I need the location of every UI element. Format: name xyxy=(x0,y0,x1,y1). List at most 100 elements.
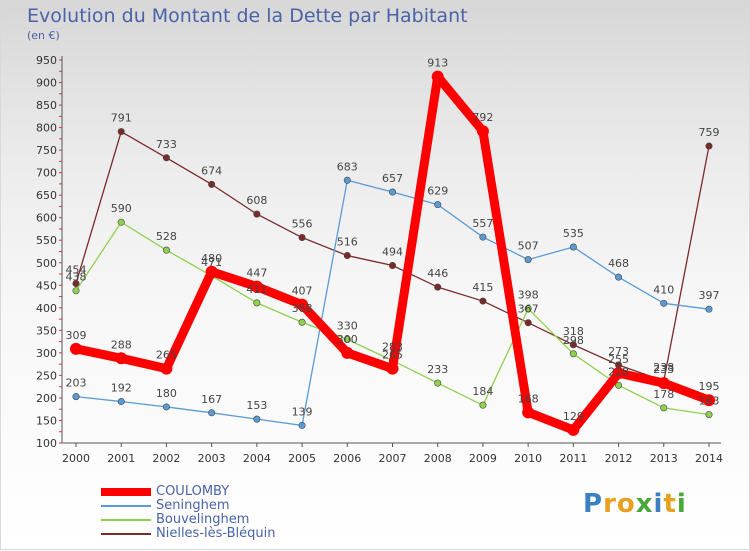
data-label: 447 xyxy=(246,267,267,280)
data-label: 203 xyxy=(66,377,87,390)
data-label: 153 xyxy=(246,399,267,412)
y-tick-label: 600 xyxy=(36,212,57,225)
data-point xyxy=(341,346,354,359)
y-tick-label: 400 xyxy=(36,302,57,315)
y-tick-label: 700 xyxy=(36,167,57,180)
legend-label: Seninghem xyxy=(156,498,230,513)
data-label: 454 xyxy=(66,263,87,276)
data-point xyxy=(476,125,489,138)
data-point xyxy=(298,318,306,326)
x-tick-label: 2000 xyxy=(62,452,90,465)
data-point xyxy=(479,401,487,409)
data-label: 913 xyxy=(427,57,448,70)
x-tick-label: 2007 xyxy=(379,452,407,465)
chart-title: Evolution du Montant de la Dette par Hab… xyxy=(27,5,468,27)
data-point xyxy=(615,273,623,281)
data-point xyxy=(524,319,532,327)
legend-label: COULOMBY xyxy=(156,484,230,499)
x-tick-label: 2001 xyxy=(107,452,135,465)
data-point xyxy=(117,218,125,226)
x-tick-label: 2012 xyxy=(605,452,633,465)
data-label: 167 xyxy=(201,393,222,406)
data-point xyxy=(431,70,444,83)
data-point xyxy=(162,403,170,411)
data-label: 535 xyxy=(563,227,584,240)
data-point xyxy=(250,280,263,293)
data-label: 168 xyxy=(518,392,539,405)
data-point xyxy=(705,142,713,150)
data-point xyxy=(569,243,577,251)
data-point xyxy=(208,180,216,188)
y-tick-label: 200 xyxy=(36,392,57,405)
logo-letter: o xyxy=(616,489,636,519)
data-point xyxy=(296,298,309,311)
data-label: 446 xyxy=(427,267,448,280)
data-point xyxy=(705,411,713,419)
y-tick-label: 650 xyxy=(36,189,57,202)
data-label: 368 xyxy=(292,302,313,315)
data-label: 608 xyxy=(246,194,267,207)
data-point xyxy=(253,415,261,423)
x-tick-label: 2006 xyxy=(333,452,361,465)
data-point xyxy=(522,406,535,419)
data-label: 674 xyxy=(201,164,222,177)
data-point xyxy=(569,350,577,358)
data-point xyxy=(72,287,80,295)
data-label: 507 xyxy=(518,240,539,253)
x-tick-label: 2013 xyxy=(650,452,678,465)
data-point xyxy=(70,342,82,355)
x-tick-label: 2003 xyxy=(198,452,226,465)
data-label: 163 xyxy=(699,395,720,408)
x-tick-label: 2009 xyxy=(469,452,497,465)
logo-letter: r xyxy=(603,489,617,519)
data-label: 255 xyxy=(608,353,629,366)
logo-letter: t xyxy=(663,489,677,519)
data-point xyxy=(160,362,173,375)
data-label: 318 xyxy=(563,325,584,338)
data-label: 265 xyxy=(156,349,177,362)
data-label: 480 xyxy=(201,252,222,265)
data-label: 791 xyxy=(111,112,132,125)
x-tick-label: 2005 xyxy=(288,452,316,465)
data-point xyxy=(567,423,580,436)
data-label: 330 xyxy=(337,319,358,332)
y-tick-label: 500 xyxy=(36,257,57,270)
data-point xyxy=(386,362,399,375)
data-point xyxy=(343,335,351,343)
data-point xyxy=(162,246,170,254)
data-label: 228 xyxy=(608,365,629,378)
data-label: 233 xyxy=(653,363,674,376)
data-point xyxy=(117,398,125,406)
x-tick-label: 2010 xyxy=(514,452,542,465)
data-point xyxy=(657,377,670,390)
data-label: 516 xyxy=(337,236,358,249)
data-label: 283 xyxy=(382,341,403,354)
data-point xyxy=(72,393,80,401)
data-label: 238 xyxy=(653,361,674,374)
data-label: 180 xyxy=(156,387,177,400)
data-point xyxy=(434,201,442,209)
x-tick-label: 2002 xyxy=(152,452,180,465)
data-label: 411 xyxy=(246,283,267,296)
data-label: 367 xyxy=(518,303,539,316)
data-point xyxy=(434,379,442,387)
data-point xyxy=(524,305,532,313)
data-label: 265 xyxy=(382,349,403,362)
data-label: 184 xyxy=(472,385,493,398)
data-point xyxy=(298,421,306,429)
legend-swatch xyxy=(101,519,151,521)
y-tick-label: 350 xyxy=(36,324,57,337)
logo-letter: P xyxy=(583,489,604,519)
y-tick-label: 800 xyxy=(36,122,57,135)
data-label: 273 xyxy=(608,345,629,358)
y-tick-label: 300 xyxy=(36,347,57,360)
data-point xyxy=(205,265,218,278)
data-point xyxy=(343,252,351,260)
y-tick-label: 250 xyxy=(36,369,57,382)
data-point xyxy=(115,352,128,365)
data-label: 233 xyxy=(427,363,448,376)
data-label: 407 xyxy=(292,285,313,298)
data-point xyxy=(479,233,487,241)
data-point xyxy=(660,299,668,307)
